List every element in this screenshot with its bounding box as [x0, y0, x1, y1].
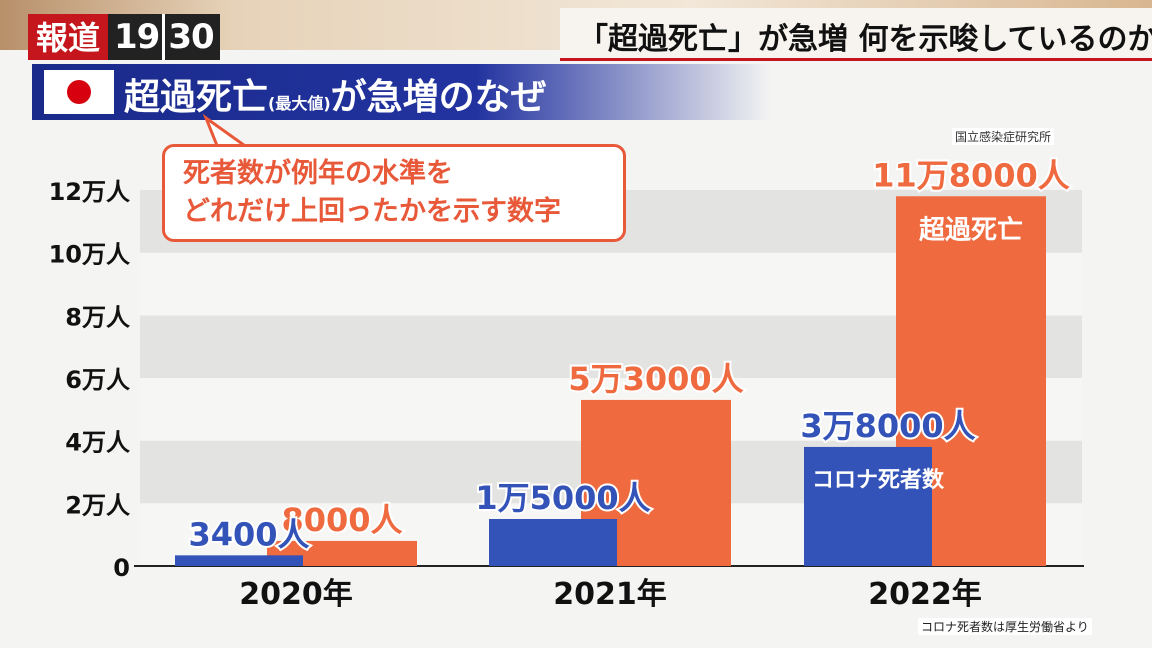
callout-line2: どれだけ上回ったかを示す数字: [183, 196, 561, 227]
title-main: 超過死亡: [124, 77, 269, 118]
y-tick-label: 10万人: [49, 241, 130, 269]
bar-covid-3: [804, 446, 932, 566]
flag-sun: [67, 80, 91, 104]
x-tick-label: 2020年: [239, 577, 353, 612]
series-name-excess: 超過死亡: [919, 214, 1023, 245]
logo-text: 報道: [28, 14, 109, 60]
source-top: 国立感染症研究所: [952, 128, 1055, 145]
callout-text: 死者数が例年の水準を どれだけ上回ったかを示す数字: [183, 155, 561, 231]
japan-flag-icon: [44, 70, 114, 114]
y-tick-label: 4万人: [65, 429, 130, 457]
top-bar: 報道 19 30 「超過死亡」が急増 何を示唆しているのか: [0, 0, 1152, 62]
logo-divider: [162, 14, 166, 60]
label-excess-2: 5万3000人: [568, 360, 743, 398]
x-tick-label: 2021年: [553, 577, 667, 612]
label-covid-3: 3万8000人: [800, 407, 975, 445]
headline-text: 「超過死亡」が急増 何を示唆しているのか: [578, 22, 1152, 57]
label-excess-1: 8000人: [281, 501, 402, 539]
headline-strip: 「超過死亡」が急増 何を示唆しているのか: [560, 8, 1152, 61]
callout-line1: 死者数が例年の水準を: [183, 158, 453, 189]
title-small: (最大値): [268, 94, 331, 113]
logo-number-b: 30: [168, 17, 214, 57]
y-tick-label: 6万人: [65, 366, 130, 394]
title-rest: が急増のなぜ: [330, 77, 547, 118]
bar-covid-1: [175, 555, 303, 566]
x-tick-label: 2022年: [868, 577, 982, 612]
callout-box: 死者数が例年の水準を どれだけ上回ったかを示す数字: [162, 144, 626, 242]
logo-number-a: 19: [114, 17, 160, 57]
y-tick-label: 8万人: [65, 303, 130, 331]
source-bottom: コロナ死者数は厚生労働省より: [918, 618, 1092, 635]
y-tick-label: 12万人: [49, 178, 130, 206]
logo-number: 19 30: [108, 14, 220, 60]
y-tick-label: 2万人: [65, 491, 130, 519]
series-name-covid: コロナ死者数: [812, 467, 945, 493]
chart-title: 超過死亡(最大値)が急増のなぜ: [124, 68, 547, 120]
chart-title-bar: 超過死亡(最大値)が急増のなぜ: [32, 64, 772, 120]
label-covid-1: 3400人: [188, 515, 309, 553]
y-tick-label: 0: [113, 554, 130, 582]
program-logo: 報道 19 30: [28, 14, 220, 60]
label-covid-2: 1万5000人: [475, 479, 650, 517]
bar-covid-2: [489, 519, 617, 566]
label-excess-3: 11万8000人: [872, 156, 1070, 194]
